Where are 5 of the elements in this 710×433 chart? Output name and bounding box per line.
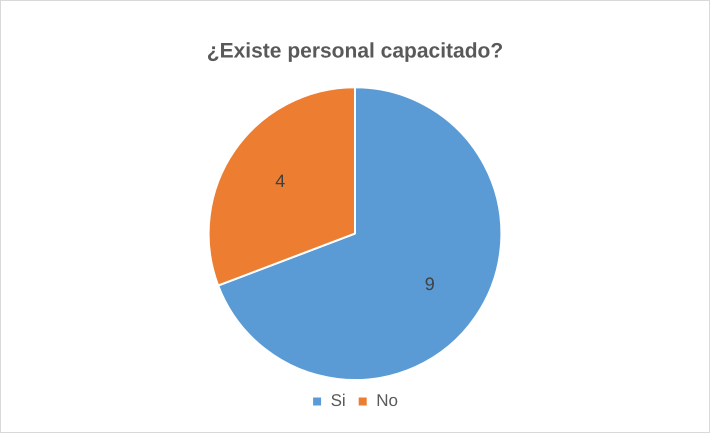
legend-label: Si [330, 391, 346, 410]
data-label: 9 [424, 274, 435, 294]
chart-title: ¿Existe personal capacitado? [206, 39, 504, 62]
legend-label: No [376, 391, 398, 410]
data-label: 4 [275, 171, 286, 192]
